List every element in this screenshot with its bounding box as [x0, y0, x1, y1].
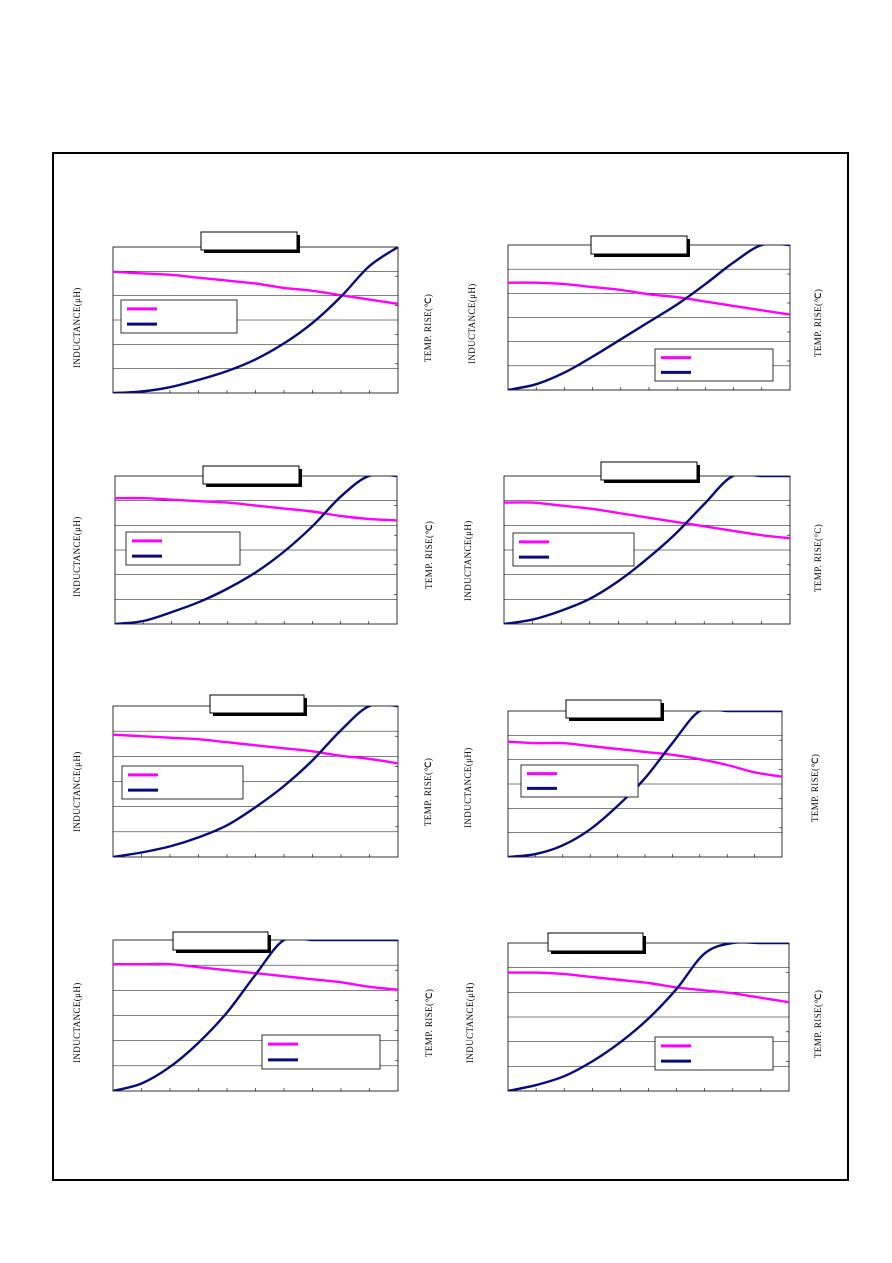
legend-box — [120, 299, 238, 334]
legend-box — [121, 765, 244, 800]
inductance-line — [115, 496, 397, 522]
legend-box — [125, 531, 241, 566]
inductance-line — [508, 971, 789, 1004]
inductance-line — [504, 501, 790, 540]
temp-rise-line — [115, 476, 397, 624]
inductance-line — [508, 281, 790, 316]
title-box — [172, 931, 269, 951]
legend-box — [654, 1036, 774, 1071]
title-box — [202, 465, 300, 485]
temp-rise-line — [508, 711, 782, 857]
temp-rise-line — [504, 476, 790, 624]
temp-rise-line — [508, 943, 789, 1091]
temp-rise-line — [508, 245, 790, 390]
legend-box — [654, 348, 774, 382]
temp-rise-line — [113, 247, 398, 393]
y-axis-label-right: TEMP. RISE(℃) — [813, 989, 823, 1058]
inductance-line — [113, 270, 398, 306]
temp-rise-line — [113, 940, 398, 1091]
title-box — [600, 461, 698, 481]
title-box — [565, 699, 662, 719]
title-box — [590, 235, 688, 255]
inductance-line — [113, 733, 398, 765]
title-box — [200, 231, 298, 251]
temp-rise-line — [113, 706, 398, 857]
legend-box — [261, 1034, 381, 1070]
inductance-line — [508, 740, 782, 778]
title-box — [209, 694, 305, 714]
legend-box — [520, 764, 639, 798]
title-box — [547, 932, 644, 952]
y-axis-label-left: INDUCTANCE(μH) — [465, 982, 475, 1063]
legend-box — [512, 532, 635, 567]
page-frame — [52, 152, 849, 1181]
